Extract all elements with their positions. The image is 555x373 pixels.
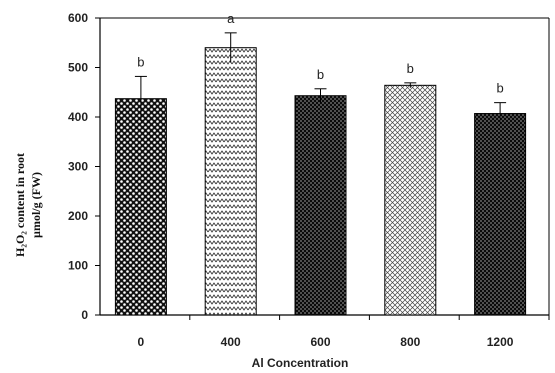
y-ticks: 0 100 200 300 400 500 600: [68, 11, 100, 322]
x-tick-label: 0: [138, 335, 145, 349]
significance-labels: b a b b b: [137, 11, 503, 96]
bar: [474, 113, 527, 316]
significance-label: b: [317, 67, 324, 82]
x-tick-label: 400: [221, 335, 241, 349]
y-tick-label: 500: [68, 61, 88, 75]
bar: [384, 84, 437, 316]
x-tick-label: 600: [310, 335, 330, 349]
bar: [114, 98, 167, 316]
bars: [114, 47, 527, 316]
y-axis-label-line2: µmol/g (FW): [29, 172, 43, 238]
x-tick-label: 1200: [487, 335, 514, 349]
x-ticks: 0 400 600 800 1200: [138, 315, 550, 349]
error-bars: [134, 32, 507, 125]
significance-label: b: [137, 54, 144, 69]
y-tick-label: 0: [81, 308, 88, 322]
y-tick-label: 200: [68, 209, 88, 223]
y-tick-label: 600: [68, 11, 88, 25]
bar: [294, 95, 347, 316]
bar: [204, 47, 257, 316]
y-axis-label: H₂O₂ content in root µmol/g (FW): [13, 153, 43, 257]
plot-area: 0 100 200 300 400 500 600 b a b b b 0 400 600 800 1200: [68, 11, 550, 349]
significance-label: b: [496, 81, 503, 96]
y-tick-label: 300: [68, 160, 88, 174]
x-tick-label: 800: [400, 335, 420, 349]
y-axis-label-line1: H₂O₂ content in root: [13, 153, 27, 257]
significance-label: b: [407, 61, 414, 76]
y-tick-label: 100: [68, 259, 88, 273]
x-axis-label: Al Concentration: [252, 356, 349, 370]
y-tick-label: 400: [68, 110, 88, 124]
significance-label: a: [227, 11, 235, 26]
